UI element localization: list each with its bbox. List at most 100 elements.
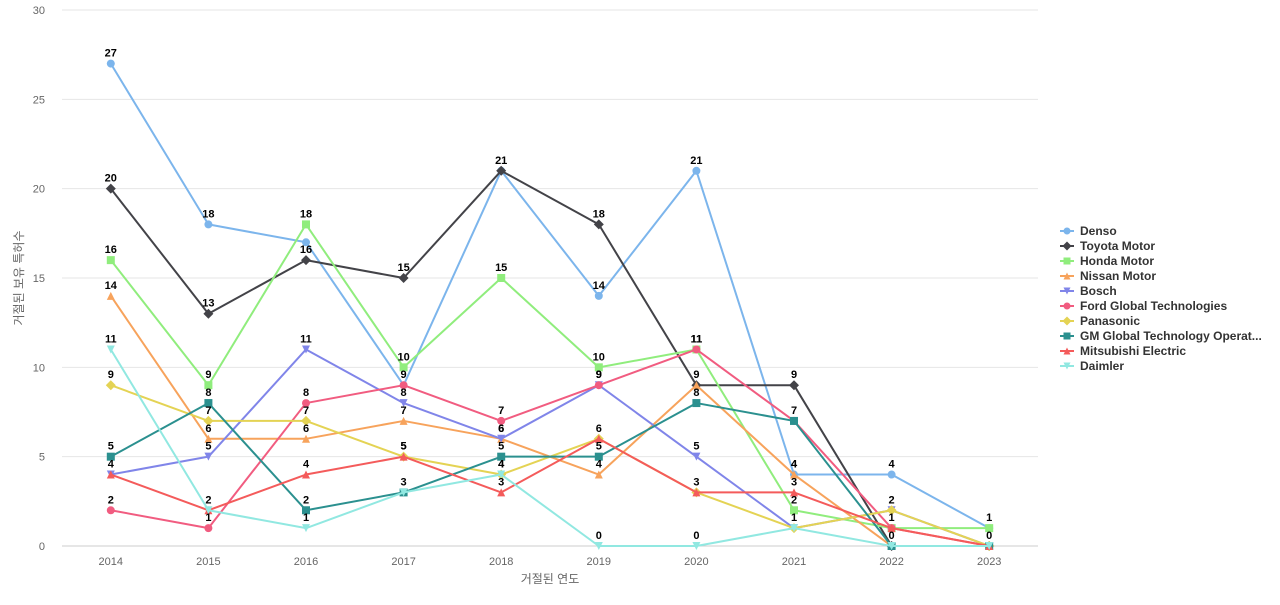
- data-point: [204, 381, 213, 390]
- data-label: 6: [205, 423, 211, 435]
- data-point: [106, 345, 115, 354]
- legend-item[interactable]: Nissan Motor: [1060, 269, 1156, 283]
- data-label: 1: [791, 512, 797, 524]
- series-honda-motor: [106, 220, 994, 533]
- data-point: [692, 452, 701, 461]
- data-point: [594, 542, 603, 550]
- data-label: 4: [889, 459, 896, 471]
- data-label: 0: [596, 530, 602, 542]
- series-line: [109, 348, 990, 547]
- legend-item[interactable]: Bosch: [1060, 284, 1117, 298]
- legend-symbol: [1063, 302, 1071, 310]
- data-point: [790, 506, 798, 515]
- x-tick-label: 2020: [684, 556, 708, 568]
- data-point: [594, 363, 603, 372]
- data-label: 9: [401, 369, 407, 381]
- data-label: 9: [596, 369, 602, 381]
- data-label: 3: [791, 476, 797, 488]
- data-point: [594, 434, 603, 443]
- data-point: [692, 488, 701, 497]
- data-point: [497, 488, 506, 497]
- data-point: [204, 452, 213, 461]
- series-mitsubishi-electric: [106, 434, 994, 550]
- legend-label: Denso: [1080, 224, 1117, 238]
- legend-item[interactable]: Ford Global Technologies: [1060, 299, 1227, 313]
- data-label: 9: [693, 369, 699, 381]
- legend-item[interactable]: Mitsubishi Electric: [1060, 344, 1186, 358]
- series-daimler: [106, 345, 994, 550]
- data-point: [106, 470, 115, 479]
- data-point: [204, 434, 213, 443]
- legend-item[interactable]: Toyota Motor: [1060, 239, 1155, 253]
- data-label: 5: [693, 441, 699, 453]
- legend-label: Bosch: [1080, 284, 1117, 298]
- data-label: 20: [105, 173, 117, 185]
- data-point: [302, 506, 310, 515]
- data-point: [203, 308, 214, 319]
- data-point: [302, 399, 310, 408]
- data-label: 2: [108, 494, 114, 506]
- data-point: [692, 345, 701, 354]
- data-point: [106, 506, 115, 515]
- data-point: [399, 452, 408, 461]
- data-label: 4: [596, 459, 603, 471]
- data-label: 6: [498, 423, 504, 435]
- data-point: [398, 273, 409, 283]
- legend-label: Honda Motor: [1080, 254, 1154, 268]
- legend-item[interactable]: Daimler: [1060, 359, 1124, 373]
- legend-item[interactable]: GM Global Technology Operat...: [1060, 329, 1262, 343]
- data-label: 1: [303, 512, 309, 524]
- data-label: 5: [401, 441, 407, 453]
- x-axis-title: 거절된 연도: [521, 572, 580, 586]
- data-point: [399, 381, 408, 390]
- y-tick-label: 5: [39, 452, 45, 464]
- series-line: [110, 348, 990, 547]
- data-point: [789, 380, 799, 391]
- data-label: 2: [303, 494, 309, 506]
- data-point: [496, 165, 507, 176]
- data-point: [594, 470, 603, 479]
- x-tick-label: 2021: [782, 556, 806, 568]
- data-label: 15: [397, 262, 409, 274]
- data-label: 2: [791, 494, 797, 506]
- data-label: 6: [498, 423, 504, 435]
- data-label: 18: [202, 208, 214, 220]
- legend-item[interactable]: Denso: [1060, 224, 1117, 238]
- data-label: 18: [300, 208, 312, 220]
- data-label: 7: [791, 405, 797, 417]
- data-label: 13: [202, 298, 214, 310]
- data-label: 7: [498, 405, 504, 417]
- data-point: [497, 470, 506, 479]
- data-label: 18: [593, 208, 605, 220]
- series-ford-global-technologies: [106, 345, 994, 550]
- data-label: 4: [498, 459, 505, 471]
- legend-item[interactable]: Panasonic: [1060, 314, 1140, 328]
- data-point: [106, 59, 115, 68]
- data-label: 10: [397, 351, 409, 363]
- x-tick-label: 2018: [489, 556, 513, 568]
- data-point: [886, 505, 897, 516]
- data-label: 4: [498, 459, 505, 471]
- legend-symbol: [1062, 316, 1072, 326]
- data-label: 14: [593, 280, 606, 292]
- data-label: 8: [401, 387, 407, 399]
- data-label: 4: [108, 459, 115, 471]
- legend-item[interactable]: Honda Motor: [1060, 254, 1154, 268]
- data-label: 6: [303, 423, 309, 435]
- x-tick-label: 2014: [99, 556, 123, 568]
- data-point: [887, 470, 896, 479]
- legend-label: Toyota Motor: [1080, 239, 1155, 253]
- data-label: 14: [105, 280, 118, 292]
- data-point: [497, 452, 506, 461]
- data-point: [302, 434, 310, 443]
- data-label: 21: [495, 155, 507, 167]
- data-label: 0: [889, 530, 895, 542]
- legend-label: Ford Global Technologies: [1080, 299, 1227, 313]
- data-label: 4: [791, 459, 798, 471]
- data-label: 21: [690, 155, 702, 167]
- data-point: [594, 291, 603, 300]
- data-label: 1: [986, 512, 992, 524]
- legend-label: Panasonic: [1080, 314, 1140, 328]
